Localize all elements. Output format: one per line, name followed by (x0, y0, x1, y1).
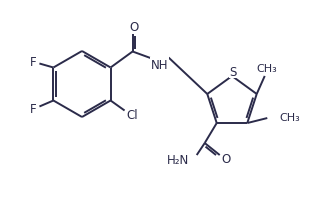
Text: NH: NH (151, 59, 168, 72)
Text: Cl: Cl (127, 108, 139, 121)
Text: F: F (30, 56, 37, 69)
Text: F: F (30, 102, 37, 115)
Text: O: O (221, 152, 230, 165)
Text: S: S (229, 65, 237, 78)
Text: H₂N: H₂N (166, 153, 189, 166)
Text: O: O (129, 21, 138, 34)
Text: CH₃: CH₃ (279, 113, 300, 122)
Text: CH₃: CH₃ (256, 64, 277, 74)
